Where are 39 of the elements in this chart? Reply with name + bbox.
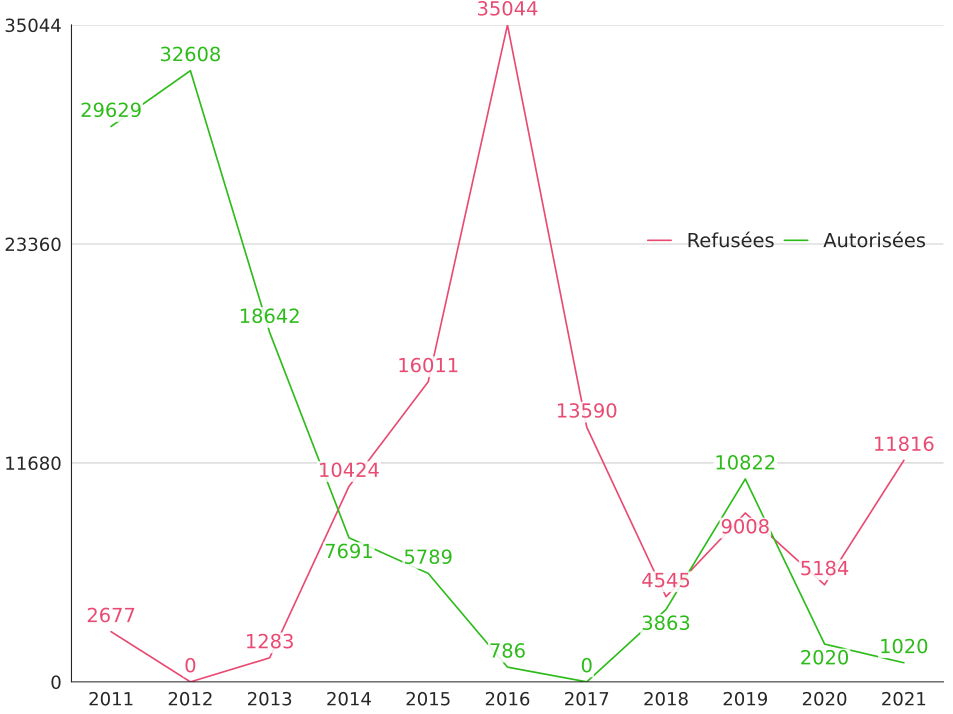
x-tick-label: 2017: [565, 692, 608, 706]
legend-label: Autorisées: [823, 232, 926, 248]
data-label: 18642: [240, 308, 299, 324]
data-label: 2020: [801, 650, 848, 665]
legend-label: Refusées: [688, 232, 774, 248]
y-tick-label: 0: [51, 675, 61, 689]
data-label: 35044: [478, 0, 538, 16]
data-label: 0: [185, 658, 196, 673]
x-tick-label: 2012: [168, 692, 212, 706]
data-label: 11816: [875, 436, 934, 452]
data-label: 0: [582, 658, 592, 673]
x-tick-label: 2019: [724, 692, 767, 706]
data-label: 2677: [88, 608, 134, 622]
data-label: 786: [490, 643, 525, 658]
x-tick-label: 2013: [248, 692, 292, 706]
data-label: 5184: [801, 560, 848, 576]
x-tick-label: 2014: [327, 692, 371, 706]
data-label: 13590: [558, 403, 616, 418]
data-label: 4545: [642, 572, 690, 588]
y-tick-label: 11680: [6, 456, 61, 470]
x-tick-label: 2016: [486, 692, 530, 706]
x-tick-label: 2018: [644, 692, 688, 706]
data-label: 1283: [247, 634, 293, 648]
y-tick-label: 23360: [6, 237, 61, 252]
data-label: 3863: [642, 615, 690, 630]
y-tick-label: 35044: [6, 18, 61, 32]
x-tick-label: 2020: [802, 692, 846, 706]
data-label: 32608: [160, 46, 220, 62]
data-label: 7691: [326, 544, 372, 558]
data-label: 29629: [82, 102, 141, 118]
x-tick-label: 2011: [89, 692, 132, 706]
data-label: 16011: [399, 358, 458, 372]
data-label: 10424: [320, 462, 379, 478]
data-label: 9008: [722, 518, 769, 534]
data-label: 10822: [716, 454, 774, 470]
x-tick-label: 2021: [882, 692, 926, 706]
data-label: 1020: [881, 638, 928, 654]
data-label: 5789: [404, 549, 452, 564]
x-tick-label: 2015: [406, 692, 450, 706]
